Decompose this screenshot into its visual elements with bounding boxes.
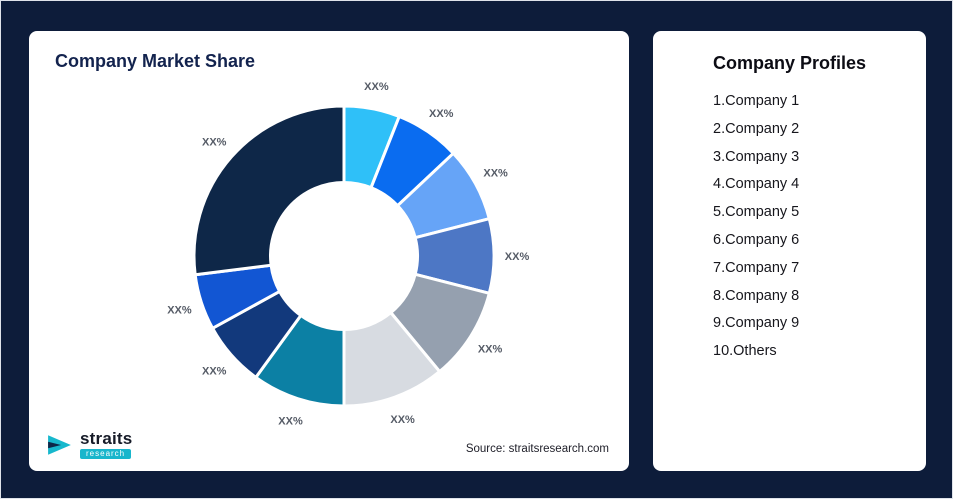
segment-label: XX% bbox=[505, 251, 530, 263]
segment-label: XX% bbox=[390, 414, 415, 426]
company-profiles-card: Company Profiles 1.Company 1 2.Company 2 3… bbox=[653, 31, 926, 471]
list-item: 4.Company 4 bbox=[713, 176, 800, 193]
segment-label: XX% bbox=[202, 365, 227, 377]
list-item: 9.Company 9 bbox=[713, 315, 800, 332]
list-item: 7.Company 7 bbox=[713, 259, 800, 276]
market-share-card: Company Market Share XX% XX% XX% XX% XX% XX% X… bbox=[29, 31, 629, 471]
list-item: 2.Company 2 bbox=[713, 120, 800, 137]
segment-label: XX% bbox=[483, 168, 508, 180]
source-attribution: Source: straitsresearch.com bbox=[465, 443, 609, 455]
segment-label: XX% bbox=[202, 137, 227, 149]
market-share-donut: XX% XX% XX% XX% XX% XX% XX% XX% XX% XX% bbox=[167, 81, 530, 428]
logo-brand-text: straits bbox=[80, 429, 133, 448]
list-item: 5.Company 5 bbox=[713, 204, 800, 221]
segment-label: XX% bbox=[364, 81, 389, 93]
list-item: 6.Company 6 bbox=[713, 231, 800, 248]
logo-sub-text: research bbox=[80, 449, 132, 459]
segment-label: XX% bbox=[167, 304, 192, 316]
donut-segment bbox=[192, 104, 346, 277]
chart-title: Company Market Share bbox=[55, 51, 256, 71]
profiles-list: 1.Company 1 2.Company 2 3.Company 3 4.Compa… bbox=[653, 88, 926, 366]
list-item: 3.Company 3 bbox=[713, 148, 800, 165]
segment-label: XX% bbox=[478, 344, 503, 356]
list-item: 8.Company 8 bbox=[713, 287, 800, 304]
profiles-title: Company Profiles bbox=[712, 53, 867, 73]
list-item: 10.Others bbox=[713, 343, 777, 360]
segment-label: XX% bbox=[429, 108, 454, 120]
list-item: 1.Company 1 bbox=[713, 93, 800, 109]
straits-research-logo: straits research bbox=[47, 430, 132, 459]
logo-text: straits research bbox=[80, 430, 132, 459]
straits-logo-icon bbox=[48, 434, 71, 455]
segment-label: XX% bbox=[278, 416, 303, 428]
